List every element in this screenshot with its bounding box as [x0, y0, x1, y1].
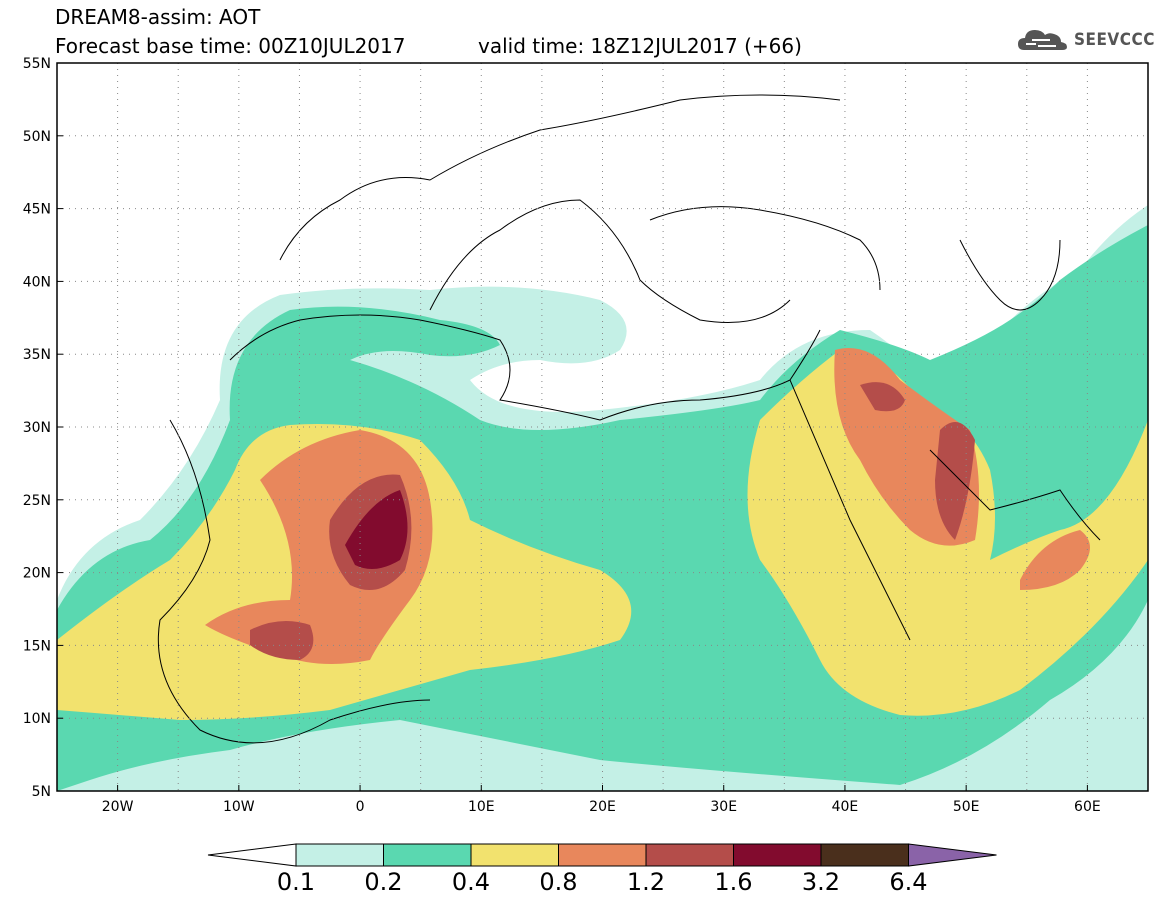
colorbar-label: 0.4 [452, 868, 490, 896]
colorbar-label: 0.2 [364, 868, 402, 896]
colorbar-label: 3.2 [802, 868, 840, 896]
lon-tick-label: 30E [710, 799, 737, 815]
colorbar: 0.1 0.2 0.4 0.8 1.2 1.6 3.2 6.4 [207, 843, 997, 896]
lat-tick-label: 15N [23, 638, 51, 654]
seevccc-logo: SEEVCCC [1016, 24, 1156, 56]
lon-tick-label: 10E [468, 799, 495, 815]
lon-tick-label: 50E [953, 799, 980, 815]
lat-tick-label: 20N [23, 566, 51, 582]
chart-title: DREAM8-assim: AOT [55, 5, 261, 29]
aot-band-0.8-oman [1020, 530, 1090, 590]
lon-tick-label: 0 [356, 799, 365, 815]
colorbar-swatch [295, 843, 384, 867]
lat-tick-label: 25N [23, 493, 51, 509]
coastlines [157, 94, 1101, 744]
lat-tick-label: 50N [23, 129, 51, 145]
lon-tick-label: 40E [832, 799, 859, 815]
lon-tick-label: 60E [1074, 799, 1101, 815]
colorbar-swatch [383, 843, 472, 867]
lat-tick-label: 40N [23, 274, 51, 290]
lat-tick-label: 5N [32, 784, 51, 800]
aot-band-1.6 [345, 490, 408, 569]
lon-tick-label: 10W [223, 799, 255, 815]
colorbar-label: 1.6 [714, 868, 752, 896]
aot-band-1.2-sahel [250, 621, 314, 660]
valid-time: valid time: 18Z12JUL2017 (+66) [478, 34, 802, 58]
colorbar-label: 0.1 [277, 868, 315, 896]
forecast-base-time: Forecast base time: 00Z10JUL2017 [55, 34, 406, 58]
colorbar-under-triangle [207, 843, 297, 867]
longitude-labels: 20W 10W 0 10E 20E 30E 40E 50E 60E [102, 785, 1101, 815]
colorbar-swatch [820, 843, 909, 867]
colorbar-label: 6.4 [889, 868, 927, 896]
aot-band-1.2-east [860, 382, 905, 412]
colorbar-swatch [645, 843, 734, 867]
colorbar-swatch [470, 843, 559, 867]
colorbar-label: 1.2 [627, 868, 665, 896]
lat-tick-label: 45N [23, 202, 51, 218]
colorbar-swatch [733, 843, 822, 867]
colorbar-over-triangle [908, 843, 997, 867]
cloud-icon [1018, 30, 1067, 50]
lon-tick-label: 20W [102, 799, 134, 815]
lat-tick-label: 30N [23, 420, 51, 436]
lat-tick-label: 55N [23, 56, 51, 72]
logo-text: SEEVCCC [1074, 30, 1155, 50]
latitude-labels: 55N 50N 45N 40N 35N 30N 25N 20N 15N 10N 5N [23, 56, 63, 800]
colorbar-swatch [558, 843, 647, 867]
lat-tick-label: 10N [23, 711, 51, 727]
aot-band-1.2-iraq [935, 422, 975, 540]
lat-tick-label: 35N [23, 347, 51, 363]
lon-tick-label: 20E [589, 799, 616, 815]
colorbar-label: 0.8 [539, 868, 577, 896]
graticule [57, 63, 1148, 791]
